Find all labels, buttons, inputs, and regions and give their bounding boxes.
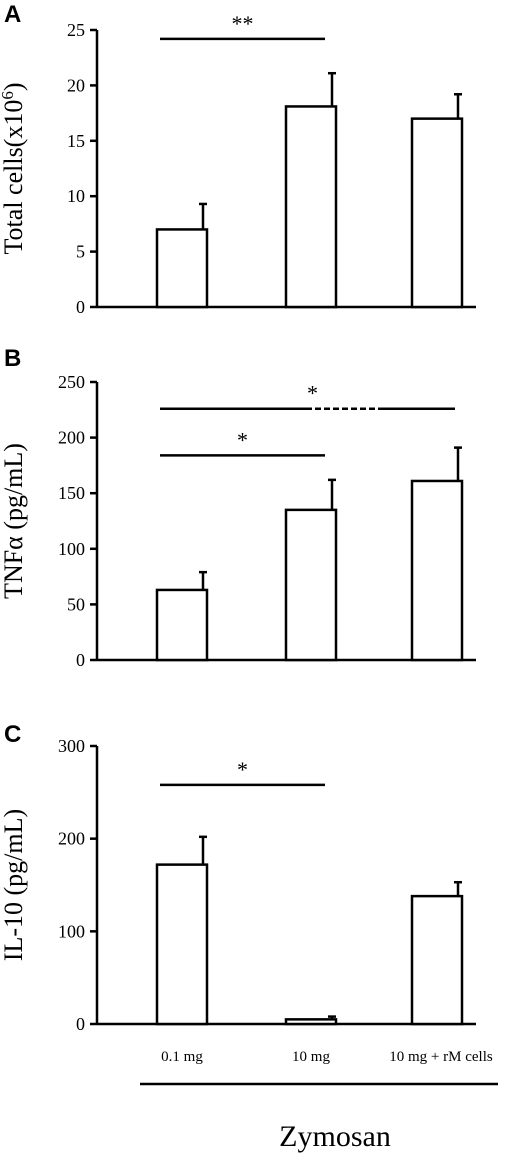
panel-letter: B — [4, 345, 21, 372]
y-tick-label: 200 — [58, 829, 85, 849]
y-tick-label: 100 — [58, 539, 85, 559]
x-axis-label: Zymosan — [279, 1120, 391, 1153]
panel-letter: A — [4, 1, 21, 28]
y-tick-label: 25 — [67, 20, 85, 40]
y-axis-label: Total cells(x106) — [0, 82, 28, 254]
significance-label: ** — [232, 11, 254, 36]
panel-c: C IL-10 (pg/mL) 0 100 200 300 * — [0, 721, 476, 1034]
significance-label: * — [237, 757, 248, 782]
y-tick-label: 20 — [67, 75, 85, 95]
category-label: 10 mg + rM cells — [389, 1049, 493, 1065]
bar-3 — [410, 479, 464, 662]
y-tick-label: 200 — [58, 428, 85, 448]
y-tick-label: 150 — [58, 483, 85, 503]
y-axis-label: TNFα (pg/mL) — [0, 443, 28, 599]
bar-3 — [410, 894, 464, 1026]
y-axis-label: IL-10 (pg/mL) — [0, 809, 28, 961]
y-tick-label: 10 — [67, 186, 85, 206]
bar-1 — [155, 228, 209, 309]
panel-b: B TNFα (pg/mL) 0 50 100 150 200 250 * * — [0, 345, 476, 670]
bar-3 — [410, 117, 464, 309]
y-tick-label: 250 — [58, 372, 85, 392]
y-tick-label: 0 — [76, 1014, 85, 1034]
bar-2 — [284, 508, 338, 662]
y-tick-label: 15 — [67, 131, 85, 151]
panel-a: A Total cells(x106) 0 5 10 15 20 25 ** — [0, 1, 476, 317]
y-tick-label: 0 — [76, 297, 85, 317]
bar-2 — [284, 105, 338, 309]
significance-label: * — [237, 427, 248, 452]
y-tick-label: 100 — [58, 921, 85, 941]
significance-label: * — [307, 381, 318, 406]
y-tick-label: 300 — [58, 736, 85, 756]
y-tick-label: 0 — [76, 650, 85, 670]
category-label: 10 mg — [292, 1049, 330, 1065]
y-tick-label: 5 — [76, 242, 85, 262]
panel-letter: C — [4, 721, 21, 748]
bottom-axis-area: Zymosan 0.1 mg 10 mg 10 mg + rM cells — [140, 1049, 498, 1153]
category-label: 0.1 mg — [161, 1049, 203, 1065]
bar-1 — [155, 863, 209, 1026]
bar-1 — [155, 588, 209, 662]
bar-2 — [284, 1018, 338, 1026]
y-tick-label: 50 — [67, 594, 85, 614]
